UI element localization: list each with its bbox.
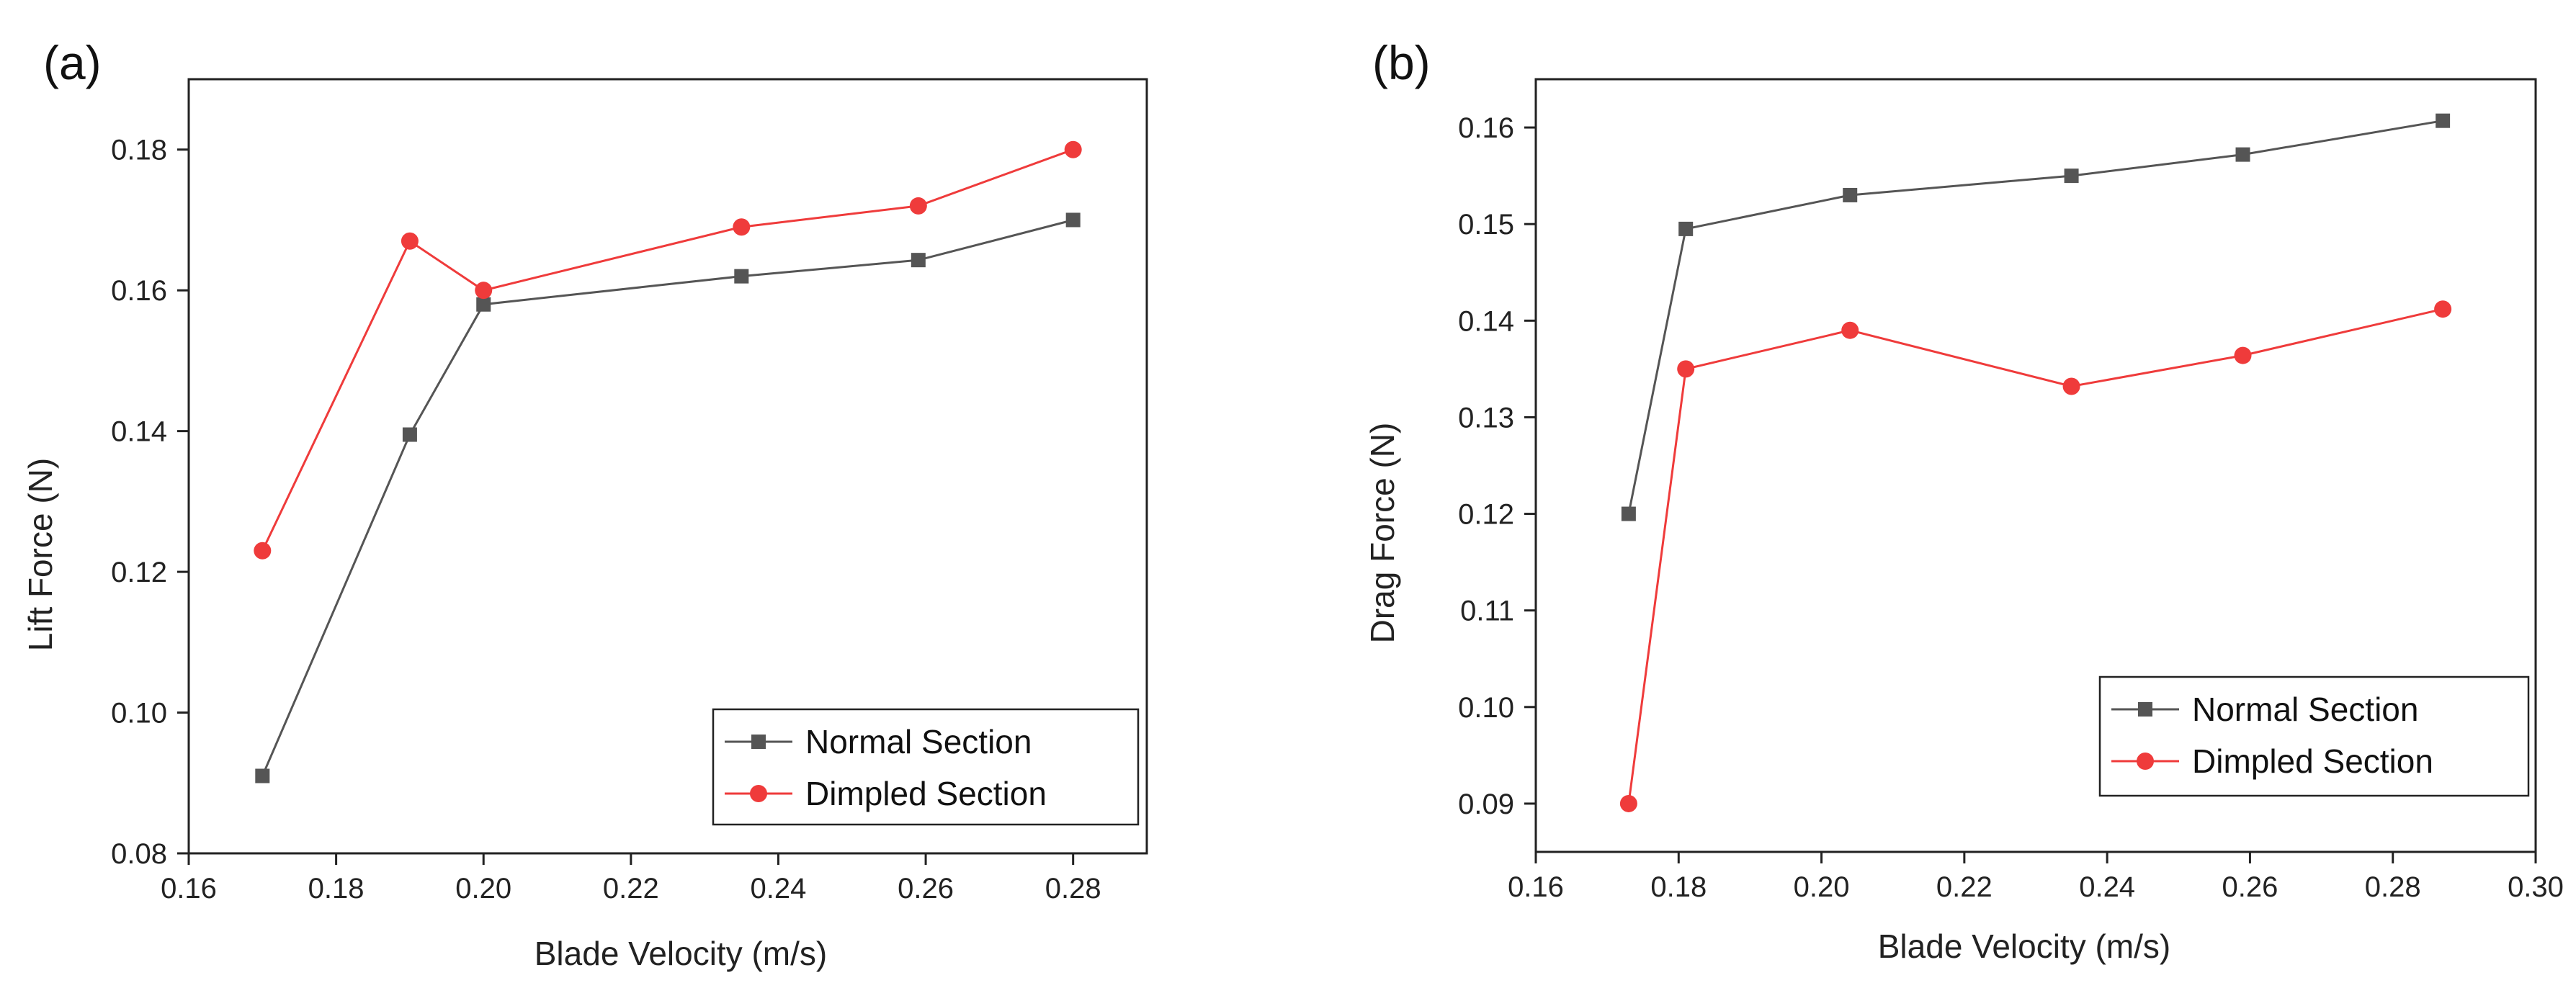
x-tick-label: 0.22	[603, 873, 659, 904]
data-point	[1065, 212, 1081, 228]
data-point	[909, 197, 927, 215]
series-lines	[261, 148, 1074, 777]
legend: Normal Section Dimpled Section	[712, 708, 1140, 826]
legend-label: Normal Section	[805, 723, 1032, 760]
legend-box	[712, 708, 1140, 826]
data-point	[1064, 140, 1082, 158]
data-point	[911, 253, 926, 268]
data-point	[2064, 169, 2079, 184]
y-axis-title: Lift Force (N)	[22, 458, 59, 651]
series-line	[1627, 120, 2443, 514]
data-point	[1621, 506, 1636, 521]
data-point	[734, 269, 749, 284]
y-tick-label: 0.16	[111, 275, 167, 307]
data-point	[401, 232, 419, 250]
x-tick-label: 0.20	[455, 873, 511, 904]
x-tick-label: 0.26	[898, 873, 954, 904]
series-line	[261, 219, 1074, 777]
x-tick-label: 0.26	[2222, 871, 2278, 903]
y-tick-label: 0.12	[1458, 499, 1514, 531]
data-point	[475, 282, 493, 300]
legend-marker	[750, 785, 767, 802]
series-lines	[1627, 120, 2443, 804]
legend-label: Dimpled Section	[2192, 742, 2433, 780]
chart-panel-a: (a) Lift Force (N) Blade Velocity (m/s) …	[22, 36, 1148, 972]
legend-marker	[2138, 702, 2152, 717]
data-point	[733, 218, 751, 236]
y-tick-label: 0.09	[1458, 789, 1514, 820]
data-point	[255, 768, 270, 783]
data-point	[1841, 321, 1859, 339]
data-point	[2436, 113, 2451, 128]
y-tick-label: 0.11	[1460, 596, 1514, 627]
x-tick-label: 0.24	[2079, 871, 2135, 903]
x-tick-label: 0.28	[1045, 873, 1101, 904]
panel-label: (b)	[1372, 36, 1431, 89]
x-tick-label: 0.22	[1936, 871, 1993, 903]
y-tick-label: 0.10	[1458, 692, 1514, 724]
plot-frame	[187, 78, 1148, 855]
legend-marker	[2137, 753, 2154, 770]
x-tick-label: 0.24	[751, 873, 807, 904]
legend: Normal Section Dimpled Section	[2098, 675, 2530, 797]
x-tick-label: 0.16	[161, 873, 217, 904]
data-point	[476, 297, 491, 312]
series-markers	[1619, 113, 2452, 812]
y-tick-label: 0.15	[1458, 209, 1514, 241]
x-tick-label: 0.18	[1650, 871, 1707, 903]
y-tick-label: 0.13	[1458, 402, 1514, 434]
y-tick-label: 0.08	[111, 838, 167, 870]
panel-label: (a)	[43, 36, 102, 89]
data-point	[254, 542, 272, 560]
x-tick-label: 0.16	[1508, 871, 1564, 903]
legend-box	[2098, 675, 2530, 797]
x-axis-title: Blade Velocity (m/s)	[1878, 928, 2170, 965]
series-line	[261, 148, 1074, 552]
y-tick-label: 0.14	[1458, 305, 1514, 337]
legend-label: Normal Section	[2192, 691, 2418, 728]
x-tick-label: 0.30	[2508, 871, 2564, 903]
x-axis-title: Blade Velocity (m/s)	[535, 935, 827, 972]
data-point	[1678, 221, 1694, 236]
series-line	[1627, 307, 2443, 804]
data-point	[2434, 300, 2452, 318]
y-tick-label: 0.10	[111, 698, 167, 729]
x-tick-label: 0.18	[308, 873, 365, 904]
data-point	[1843, 187, 1858, 202]
y-tick-label: 0.12	[111, 557, 167, 588]
x-tick-label: 0.28	[2365, 871, 2421, 903]
data-point	[2062, 377, 2080, 395]
y-tick-label: 0.14	[111, 416, 167, 448]
y-tick-label: 0.16	[1458, 112, 1514, 144]
plot-frame	[1534, 78, 2537, 853]
data-point	[2235, 147, 2250, 162]
y-tick-label: 0.18	[111, 135, 167, 166]
data-point	[1677, 360, 1695, 378]
data-point	[2234, 346, 2252, 364]
series-markers	[254, 140, 1082, 783]
axis-ticks: 0.16 0.18 0.20 0.22 0.24 0.26 0.28 0.08 0.10 0.12…	[111, 135, 1101, 904]
data-point	[1619, 794, 1637, 812]
data-point	[402, 427, 417, 442]
y-axis-title: Drag Force (N)	[1364, 423, 1401, 644]
legend-marker	[751, 735, 766, 749]
axis-ticks: 0.16 0.18 0.20 0.22 0.24 0.26 0.28 0.30 0.09 0.10…	[1458, 112, 2564, 903]
chart-panel-b: (b) Drag Force (N) Blade Velocity (m/s) …	[1364, 36, 2564, 965]
x-tick-label: 0.20	[1794, 871, 1850, 903]
legend-label: Dimpled Section	[805, 775, 1047, 812]
